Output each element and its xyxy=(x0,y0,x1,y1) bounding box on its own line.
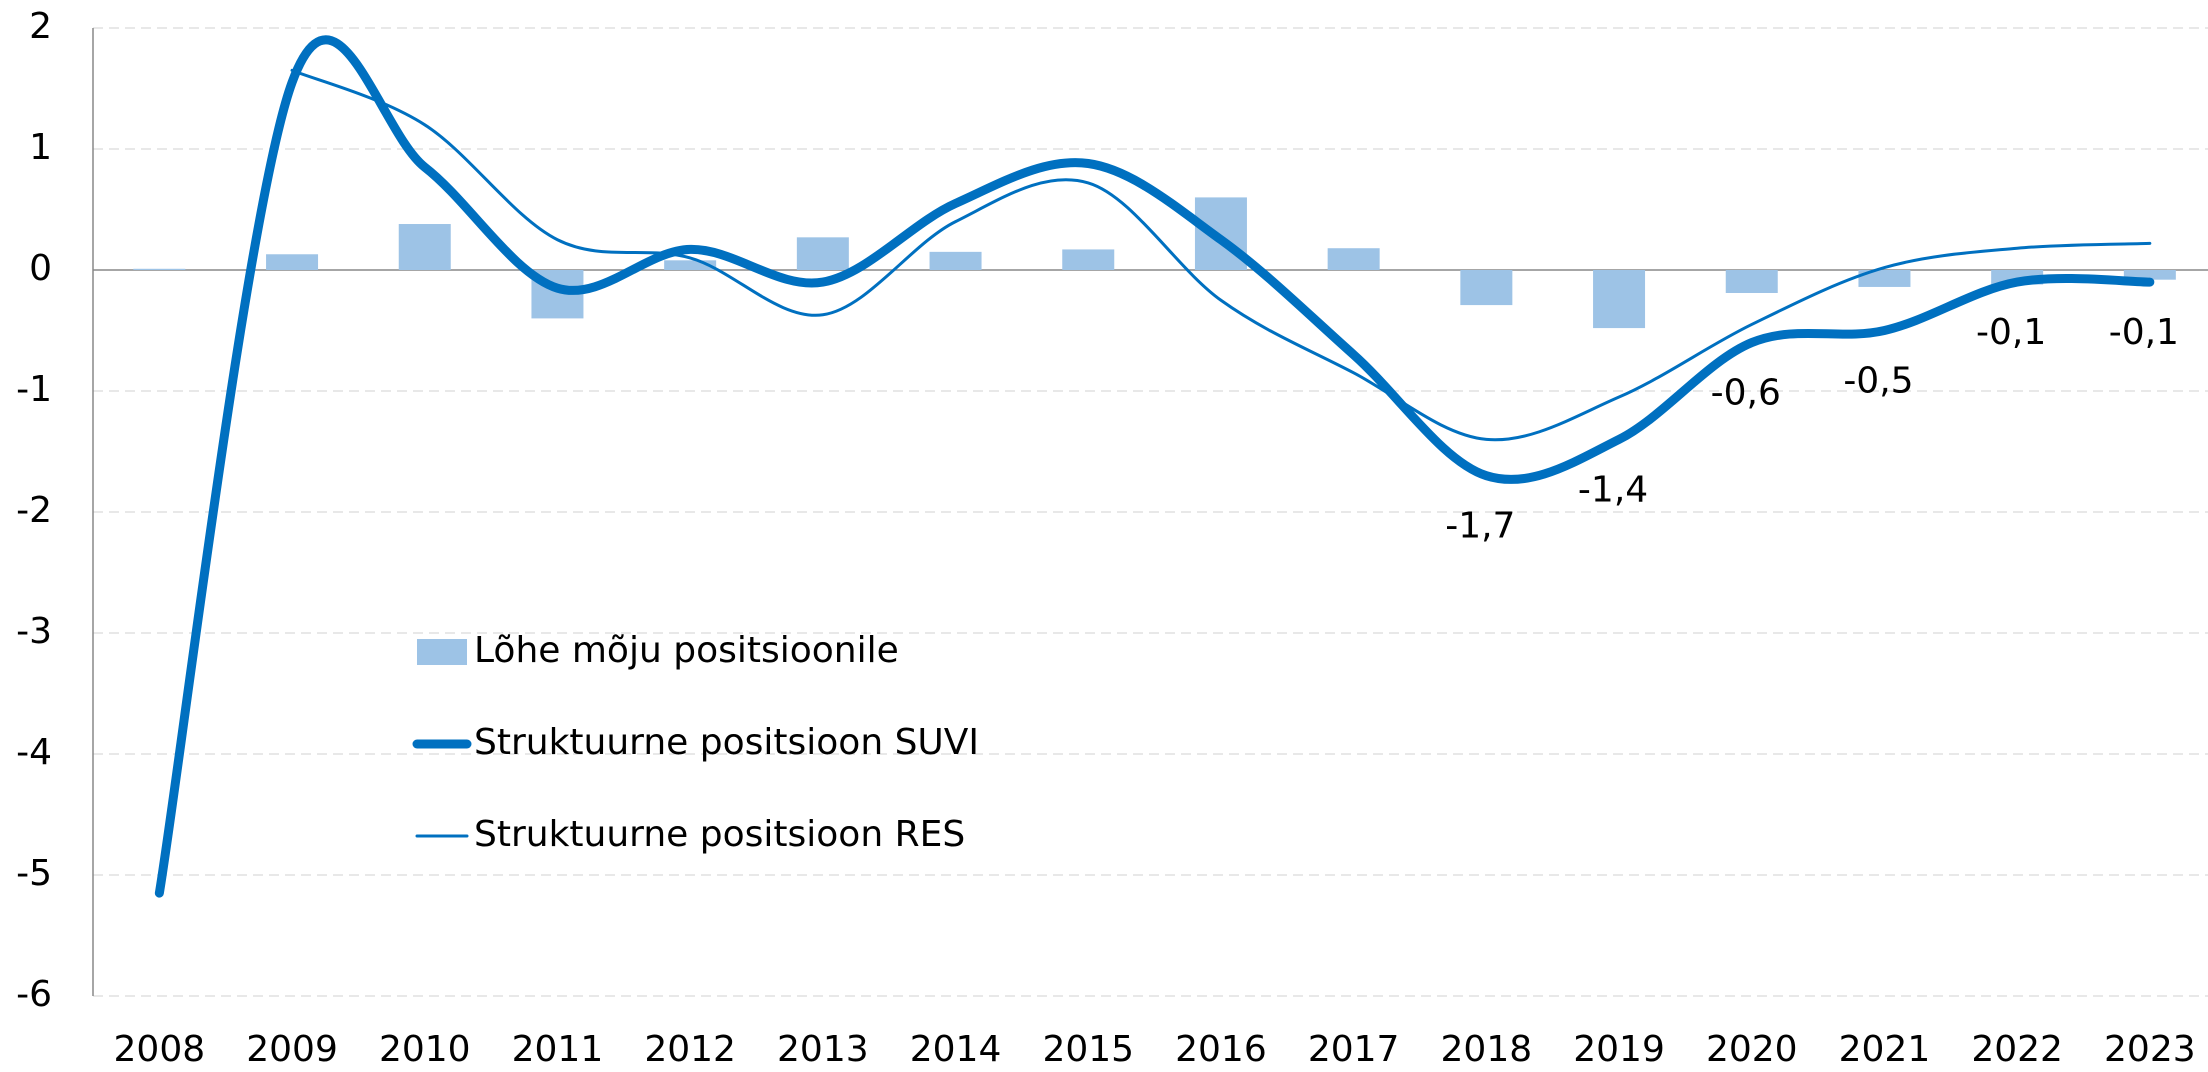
legend-swatch xyxy=(417,639,467,665)
y-tick-label: 0 xyxy=(29,248,52,289)
data-label: -0,1 xyxy=(1976,312,2046,353)
data-label: -0,6 xyxy=(1711,373,1781,414)
y-tick-label: 1 xyxy=(29,127,52,168)
data-label: -1,4 xyxy=(1578,469,1648,510)
y-tick-label: -1 xyxy=(16,369,52,410)
y-tick-label: -3 xyxy=(16,611,52,652)
x-tick-label: 2012 xyxy=(644,1029,736,1070)
x-tick-label: 2019 xyxy=(1573,1029,1665,1070)
x-tick-label: 2008 xyxy=(114,1029,206,1070)
bar xyxy=(796,237,849,270)
data-label: -1,7 xyxy=(1445,506,1515,547)
x-tick-label: 2016 xyxy=(1175,1029,1267,1070)
line xyxy=(290,68,2152,442)
y-tick-label: 2 xyxy=(29,6,52,47)
x-tick-label: 2017 xyxy=(1308,1029,1400,1070)
y-tick-label: -4 xyxy=(16,732,52,773)
bar xyxy=(1593,270,1646,329)
x-tick-label: 2020 xyxy=(1706,1029,1798,1070)
x-tick-label: 2022 xyxy=(1971,1029,2063,1070)
x-tick-label: 2009 xyxy=(246,1029,338,1070)
bar xyxy=(133,268,186,270)
legend-label: Struktuurne positsioon RES xyxy=(474,814,965,855)
bar xyxy=(1327,248,1380,270)
bar xyxy=(398,224,451,270)
line xyxy=(154,35,2155,898)
legend-label: Struktuurne positsioon SUVI xyxy=(474,722,979,763)
bar xyxy=(266,254,319,270)
x-tick-label: 2010 xyxy=(379,1029,471,1070)
bar xyxy=(1062,249,1115,270)
x-tick-label: 2011 xyxy=(512,1029,604,1070)
bar xyxy=(1460,270,1513,306)
data-label: -0,1 xyxy=(2109,312,2179,353)
bar xyxy=(2123,270,2176,280)
x-tick-label: 2018 xyxy=(1441,1029,1533,1070)
bar xyxy=(1725,270,1778,293)
x-tick-label: 2015 xyxy=(1042,1029,1134,1070)
x-tick-label: 2021 xyxy=(1839,1029,1931,1070)
legend-label: Lõhe mõju positsioonile xyxy=(474,630,899,671)
x-tick-label: 2023 xyxy=(2104,1029,2196,1070)
x-tick-label: 2013 xyxy=(777,1029,869,1070)
y-tick-label: -6 xyxy=(16,974,52,1015)
data-label: -0,5 xyxy=(1843,361,1913,402)
y-tick-label: -2 xyxy=(16,490,52,531)
bar xyxy=(929,251,982,270)
bar xyxy=(664,260,717,270)
bar xyxy=(1858,270,1911,287)
x-tick-label: 2014 xyxy=(910,1029,1002,1070)
y-tick-label: -5 xyxy=(16,853,52,894)
